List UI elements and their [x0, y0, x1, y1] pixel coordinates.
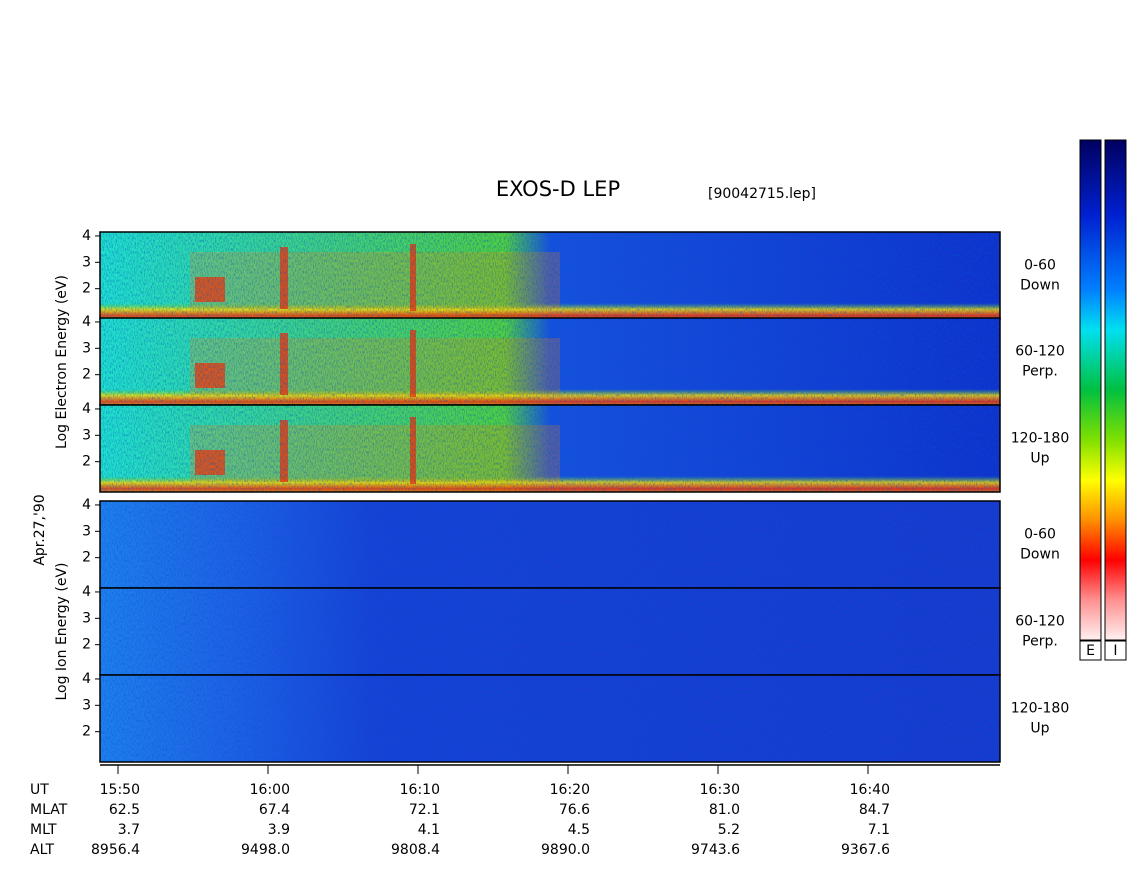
- y-tick-label: 3: [82, 340, 91, 356]
- panel-direction: Down: [1020, 278, 1060, 294]
- orbit-value: 3.9: [268, 822, 290, 838]
- date-label: Apr.27,'90: [32, 494, 48, 565]
- y-tick-label: 2: [82, 281, 91, 297]
- y-tick-label: 4: [82, 228, 91, 244]
- orbit-value: 4.1: [418, 822, 440, 838]
- orbit-row-label: MLAT: [30, 802, 68, 818]
- color-bar-label-box: [1104, 640, 1127, 661]
- orbit-value: 3.7: [118, 822, 140, 838]
- y-tick-label: 3: [82, 427, 91, 443]
- y-tick-label: 4: [82, 497, 91, 513]
- y-tick-label: 2: [82, 550, 91, 566]
- x-tick-label: 15:50: [100, 782, 140, 798]
- y-tick-label: 3: [82, 523, 91, 539]
- orbit-value: 9743.6: [691, 842, 740, 858]
- panel-range: 0-60: [1024, 258, 1056, 274]
- x-tick-label: 16:10: [400, 782, 440, 798]
- orbit-value: 84.7: [859, 802, 890, 818]
- spectrogram-noise: [100, 318, 1000, 405]
- orbit-value: 76.6: [559, 802, 590, 818]
- color-bar-label: I: [1113, 643, 1117, 659]
- orbit-value: 4.5: [568, 822, 590, 838]
- panel-range: 120-180: [1011, 431, 1070, 447]
- orbit-value: 62.5: [109, 802, 140, 818]
- color-bar-label: E: [1086, 643, 1095, 659]
- orbit-value: 81.0: [709, 802, 740, 818]
- orbit-value: 72.1: [409, 802, 440, 818]
- y-tick-label: 4: [82, 401, 91, 417]
- y-tick-label: 2: [82, 724, 91, 740]
- panel-range: 0-60: [1024, 527, 1056, 543]
- group-axis-label: Log Ion Energy (eV): [54, 562, 70, 700]
- time-row-label: UT: [30, 782, 49, 798]
- panel-direction: Up: [1030, 721, 1049, 737]
- x-tick-label: 16:40: [850, 782, 890, 798]
- y-tick-label: 3: [82, 610, 91, 626]
- group-axis-label: Log Electron Energy (eV): [54, 275, 70, 449]
- orbit-value: 9808.4: [391, 842, 440, 858]
- panel-direction: Up: [1030, 451, 1049, 467]
- spectrogram-noise: [100, 675, 1000, 762]
- orbit-row-label: ALT: [30, 842, 54, 858]
- chart-title: EXOS-D LEP: [496, 177, 620, 201]
- orbit-value: 9498.0: [241, 842, 290, 858]
- orbit-value: 67.4: [259, 802, 290, 818]
- x-tick-label: 16:30: [700, 782, 740, 798]
- x-tick-label: 16:20: [550, 782, 590, 798]
- panel-direction: Perp.: [1022, 634, 1058, 650]
- orbit-value: 9367.6: [841, 842, 890, 858]
- chart-subtitle: [90042715.lep]: [708, 186, 816, 202]
- color-bar: [1104, 139, 1127, 641]
- x-tick-label: 16:00: [250, 782, 290, 798]
- panel-frame: [99, 404, 1001, 493]
- spectrogram-noise: [100, 501, 1000, 588]
- orbit-row-label: MLT: [30, 822, 57, 838]
- panel-range: 120-180: [1011, 701, 1070, 717]
- panel-range: 60-120: [1015, 614, 1065, 630]
- panel-direction: Perp.: [1022, 364, 1058, 380]
- panel-range: 60-120: [1015, 344, 1065, 360]
- orbit-value: 9890.0: [541, 842, 590, 858]
- orbit-value: 5.2: [718, 822, 740, 838]
- y-tick-label: 3: [82, 254, 91, 270]
- color-bar: [1079, 139, 1102, 641]
- y-tick-label: 3: [82, 697, 91, 713]
- y-tick-label: 4: [82, 584, 91, 600]
- spectrogram-noise: [100, 588, 1000, 675]
- y-tick-label: 2: [82, 454, 91, 470]
- y-tick-label: 4: [82, 671, 91, 687]
- spectrogram-noise: [100, 232, 1000, 319]
- y-tick-label: 2: [82, 637, 91, 653]
- y-tick-label: 2: [82, 367, 91, 383]
- panel-frame: [99, 674, 1001, 763]
- orbit-value: 7.1: [868, 822, 890, 838]
- orbit-value: 8956.4: [91, 842, 140, 858]
- y-tick-label: 4: [82, 314, 91, 330]
- spectrogram-noise: [100, 405, 1000, 492]
- panel-direction: Down: [1020, 547, 1060, 563]
- color-bar-label-box: [1079, 640, 1102, 661]
